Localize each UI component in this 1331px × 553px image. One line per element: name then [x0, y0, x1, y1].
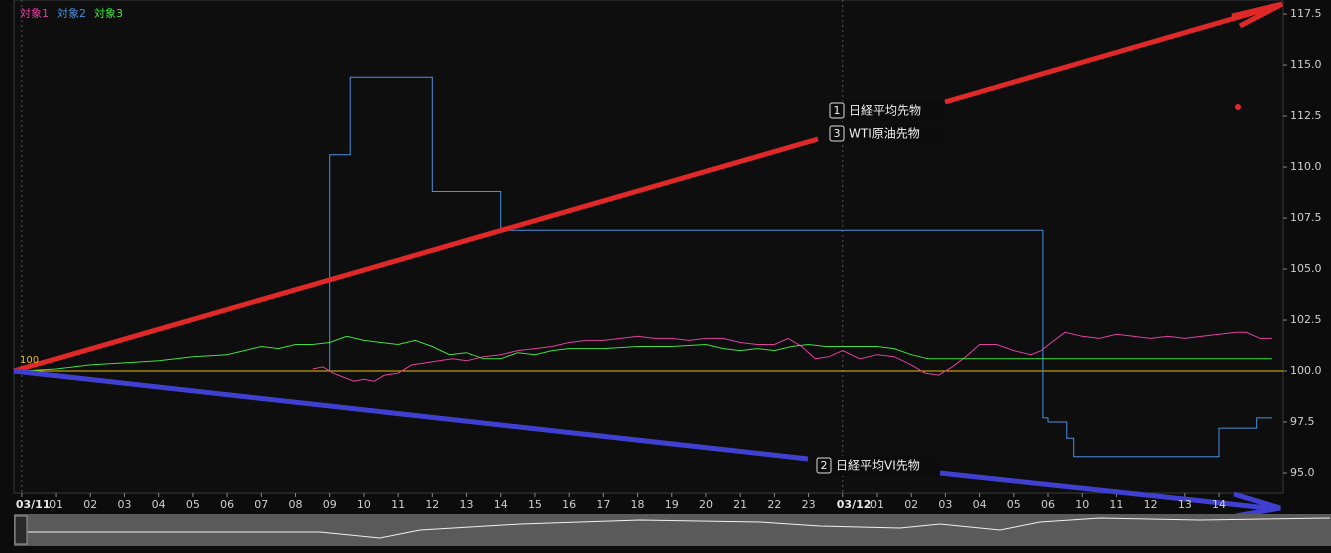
- arrow-line: [944, 5, 1271, 105]
- series-line: [312, 331, 1273, 382]
- arrow-line: [13, 368, 809, 462]
- x-tick-label: 15: [528, 498, 542, 511]
- navigator: [14, 514, 1331, 546]
- y-tick-label: 95.0: [1290, 466, 1315, 479]
- annotation: 1 日経平均先物: [828, 101, 944, 121]
- series-layer: [21, 76, 1273, 458]
- x-tick-label: 06: [1041, 498, 1055, 511]
- plot-area: [13, 0, 1284, 494]
- y-tick-label: 97.5: [1290, 415, 1315, 428]
- x-tick-label: 14: [494, 498, 508, 511]
- x-tick-label: 21: [733, 498, 747, 511]
- x-tick-label: 17: [596, 498, 610, 511]
- y-tick-label: 105.0: [1290, 262, 1322, 275]
- x-tick-label: 03/12: [837, 498, 872, 511]
- x-tick-label: 06: [220, 498, 234, 511]
- series-line: [21, 335, 1273, 372]
- red-arrow: [13, 1, 1284, 374]
- annotation-text: 日経平均先物: [849, 104, 921, 118]
- x-tick-label: 02: [904, 498, 918, 511]
- annotation-bg: [828, 124, 944, 144]
- x-tick-label: 10: [357, 498, 371, 511]
- x-tick-label: 07: [254, 498, 268, 511]
- y-tick-label: 107.5: [1290, 211, 1322, 224]
- x-tick-label: 10: [1075, 498, 1089, 511]
- arrow-head: [1233, 491, 1281, 519]
- x-tick-label: 12: [425, 498, 439, 511]
- navigator-line: [28, 517, 1331, 539]
- x-tick-label: 05: [1007, 498, 1021, 511]
- annotation-marker: 2: [821, 459, 828, 472]
- annotation-marker: 1: [834, 104, 841, 117]
- x-tick-label: 04: [152, 498, 166, 511]
- y-tick-label: 110.0: [1290, 160, 1322, 173]
- x-tick-label: 13: [1178, 498, 1192, 511]
- x-tick-label: 09: [323, 498, 337, 511]
- y-tick-label: 115.0: [1290, 58, 1322, 71]
- arrow-head: [1231, 1, 1284, 29]
- legend-entry: 対象2: [57, 6, 86, 20]
- x-tick-label: 16: [562, 498, 576, 511]
- red-dot: [1235, 104, 1241, 110]
- baseline-label: 100: [20, 355, 39, 366]
- x-tick-label: 13: [460, 498, 474, 511]
- x-tick-label: 02: [83, 498, 97, 511]
- navigator-bg: [14, 514, 1331, 546]
- legend-entry: 対象3: [94, 6, 123, 20]
- x-tick-label: 04: [973, 498, 987, 511]
- legend-entry: 対象1: [20, 6, 49, 20]
- x-tick-label: 03/11: [16, 498, 51, 511]
- x-tick-label: 22: [767, 498, 781, 511]
- x-tick-label: 08: [289, 498, 303, 511]
- marker-box: [816, 457, 832, 474]
- navigator-handle[interactable]: [14, 515, 28, 545]
- annotation-text: WTI原油先物: [849, 127, 920, 141]
- x-tick-label: 01: [870, 498, 884, 511]
- x-tick-label: 23: [802, 498, 816, 511]
- x-tick-label: 03: [117, 498, 131, 511]
- x-tick-label: 01: [49, 498, 63, 511]
- arrow-line: [13, 136, 819, 374]
- x-tick-label: 11: [1109, 498, 1123, 511]
- marker-box: [829, 125, 845, 142]
- annotation: 2 日経平均VI先物: [814, 456, 940, 476]
- blue-arrow: [13, 368, 1281, 519]
- x-tick-label: 11: [391, 498, 405, 511]
- x-tick-label: 14: [1212, 498, 1226, 511]
- x-tick-label: 12: [1144, 498, 1158, 511]
- y-tick-label: 117.5: [1290, 7, 1322, 20]
- x-tick-label: 20: [699, 498, 713, 511]
- y-tick-label: 100.0: [1290, 364, 1322, 377]
- annotation: 3 WTI原油先物: [828, 124, 944, 144]
- y-tick-label: 112.5: [1290, 109, 1322, 122]
- marker-box: [829, 102, 845, 119]
- grid-layer: [14, 0, 1287, 497]
- x-tick-label: 19: [665, 498, 679, 511]
- y-tick-label: 102.5: [1290, 313, 1322, 326]
- x-tick-label: 03: [938, 498, 952, 511]
- arrow-line: [939, 470, 1269, 511]
- x-tick-label: 05: [186, 498, 200, 511]
- annotation-text: 日経平均VI先物: [836, 459, 920, 473]
- series-line: [329, 76, 1273, 458]
- annotation-bg: [828, 101, 944, 121]
- annotation-bg: [814, 456, 940, 476]
- x-tick-label: 18: [631, 498, 645, 511]
- annotation-marker: 3: [834, 127, 841, 140]
